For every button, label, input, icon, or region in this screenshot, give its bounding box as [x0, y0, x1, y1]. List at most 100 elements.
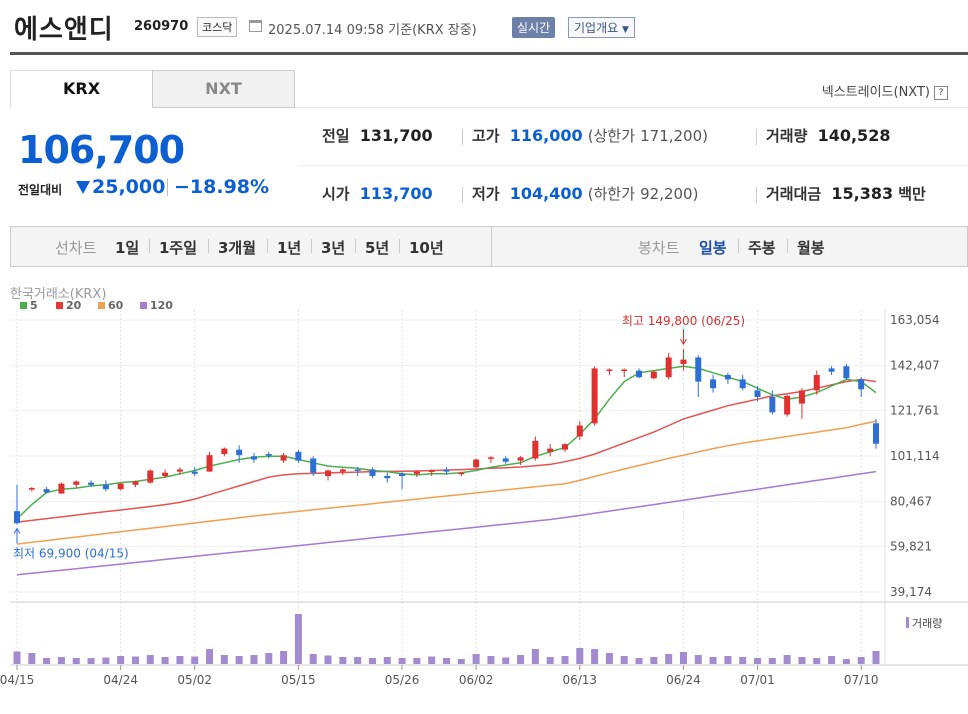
- volume-bar: [472, 654, 480, 664]
- candle-body: [147, 470, 154, 483]
- volume-bar: [635, 658, 643, 664]
- volume-bar: [146, 655, 154, 664]
- candle-body: [695, 357, 702, 382]
- period-3y[interactable]: 3년: [321, 239, 346, 257]
- low-label: 저가: [472, 185, 500, 203]
- volume-bar: [709, 657, 717, 664]
- ma60-swatch: [98, 302, 105, 309]
- stat-separator: [756, 187, 757, 203]
- x-tick-label: 06/24: [666, 673, 701, 687]
- volume-bar: [191, 656, 199, 664]
- volume-bar: [872, 651, 880, 664]
- period-separator: [149, 239, 150, 253]
- legend-ma120-label: 120: [150, 299, 173, 312]
- period-5y[interactable]: 5년: [365, 239, 390, 257]
- change-percent: −18.98%: [174, 176, 270, 198]
- period-1d[interactable]: 1일: [115, 239, 140, 257]
- candle-body: [561, 444, 568, 450]
- x-tick-label: 04/24: [103, 673, 138, 687]
- help-icon[interactable]: ?: [934, 86, 948, 100]
- prev-close-label: 전일: [322, 127, 350, 145]
- header-divider: [10, 52, 968, 55]
- period-weekly[interactable]: 주봉: [748, 239, 776, 257]
- stat-separator: [462, 187, 463, 203]
- volume-bar: [813, 658, 821, 664]
- volume-bar: [28, 653, 36, 664]
- period-separator: [355, 239, 356, 253]
- volume-bar: [72, 658, 80, 664]
- period-1w[interactable]: 1주일: [159, 239, 198, 257]
- candle-body: [339, 469, 346, 472]
- period-separator: [311, 239, 312, 253]
- period-monthly[interactable]: 월봉: [797, 239, 825, 257]
- volume-bar: [309, 654, 317, 664]
- volume-bar: [57, 657, 65, 664]
- volume-bar: [131, 656, 139, 664]
- period-1y[interactable]: 1년: [277, 239, 302, 257]
- volume-bar: [842, 659, 850, 664]
- candle-body: [458, 472, 465, 475]
- candle-body: [73, 481, 80, 485]
- high-arrow-head: [680, 338, 687, 346]
- legend-ma5: 5: [20, 299, 38, 312]
- realtime-button[interactable]: 실시간: [512, 17, 556, 38]
- period-10y[interactable]: 10년: [409, 239, 444, 257]
- volume-bar: [665, 654, 673, 664]
- candle-body: [236, 449, 243, 456]
- candle-body: [754, 390, 761, 397]
- lower-limit-value: 92,200): [640, 185, 699, 203]
- period-3m[interactable]: 3개월: [218, 239, 257, 257]
- x-tick-label: 05/26: [385, 673, 420, 687]
- volume-bar: [650, 657, 658, 664]
- volume-bar: [443, 658, 450, 664]
- market-badge: 코스닥: [197, 17, 238, 37]
- ma20-line: [16, 378, 877, 523]
- legend-ma60: 60: [98, 299, 123, 312]
- candle-body: [206, 455, 213, 472]
- candle-body: [369, 469, 376, 477]
- y-tick-label: 39,174: [890, 585, 932, 599]
- amount-unit: 백만: [898, 185, 926, 203]
- volume-bar: [87, 658, 95, 664]
- x-tick-label: 05/15: [281, 673, 316, 687]
- company-overview-label: 기업개요: [574, 21, 619, 35]
- candle-body: [413, 471, 420, 474]
- legend-ma5-label: 5: [30, 299, 38, 312]
- volume-bar: [783, 655, 791, 664]
- caret-down-icon: ▼: [622, 25, 629, 35]
- exchange-label: 한국거래소(KRX): [10, 287, 107, 302]
- chart-control-bar: [10, 226, 968, 267]
- nextrade-link[interactable]: 넥스트레이드(NXT)?: [822, 81, 948, 100]
- volume-label: 거래량: [912, 617, 942, 630]
- tab-nxt[interactable]: NXT: [152, 70, 295, 108]
- candle-body: [265, 454, 272, 456]
- volume-bar: [724, 656, 732, 664]
- ma120-swatch: [140, 302, 147, 309]
- volume-label: 거래량: [766, 127, 808, 145]
- company-overview-dropdown[interactable]: 기업개요 ▼: [568, 17, 635, 38]
- period-daily[interactable]: 일봉: [699, 239, 727, 257]
- candle-body: [443, 469, 450, 472]
- volume-bar: [176, 656, 184, 664]
- x-tick-label: 04/15: [0, 673, 34, 687]
- legend-ma120: 120: [140, 299, 173, 312]
- volume-bar: [250, 655, 258, 664]
- candle-body: [813, 375, 820, 391]
- candle-body: [14, 511, 20, 524]
- candle-body: [250, 456, 257, 460]
- volume-bar: [798, 657, 806, 664]
- quote-datetime: 2025.07.14 09:58 기준(KRX 장중): [268, 19, 477, 38]
- volume-bar: [102, 657, 110, 664]
- control-bar-divider: [491, 226, 492, 267]
- volume-bar: [324, 655, 332, 664]
- volume-stat: 거래량 140,528: [766, 125, 890, 146]
- open-value: 113,700: [359, 184, 433, 203]
- legend-ma20-label: 20: [66, 299, 82, 312]
- legend-ma20: 20: [56, 299, 81, 312]
- tab-krx[interactable]: KRX: [10, 70, 153, 108]
- open-label: 시가: [322, 185, 350, 203]
- candle-body: [58, 483, 65, 494]
- amount-value: 15,383: [831, 184, 894, 203]
- ma60-line: [16, 420, 877, 545]
